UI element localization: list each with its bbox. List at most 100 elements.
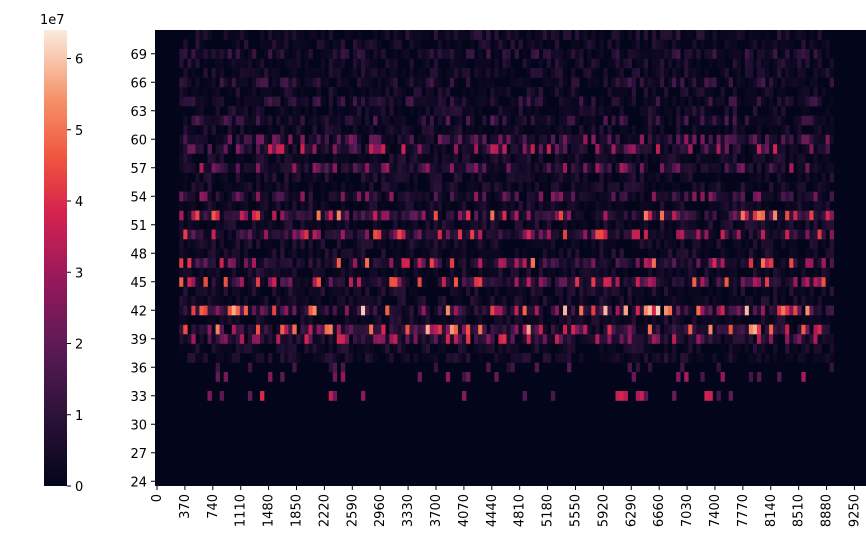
heatmap-cell [433, 334, 439, 344]
heatmap-cell [635, 362, 641, 373]
heatmap-cell [563, 277, 568, 287]
heatmap-cell [356, 248, 362, 259]
heatmap-cell [183, 277, 188, 287]
heatmap-cell [643, 201, 649, 211]
heatmap-cell [619, 30, 624, 40]
heatmap-cell [708, 49, 713, 59]
heatmap-cell [805, 210, 810, 221]
heatmap-cell [664, 68, 669, 78]
heatmap-cell [708, 201, 713, 211]
heatmap-cell [550, 334, 556, 344]
heatmap-cell [708, 229, 713, 240]
heatmap-cell [397, 134, 402, 145]
heatmap-cell [453, 305, 459, 316]
heatmap-cell [397, 30, 402, 40]
heatmap-cell [393, 77, 398, 88]
heatmap-cell [393, 334, 398, 344]
heatmap-cell [272, 30, 277, 40]
heatmap-cell [251, 106, 257, 116]
heatmap-cell [255, 315, 261, 325]
heatmap-cell [708, 106, 713, 116]
heatmap-cell [813, 315, 818, 325]
heatmap-cell [664, 286, 669, 297]
heatmap-cell [534, 315, 540, 325]
heatmap-cell [276, 58, 281, 69]
heatmap-cell [538, 58, 544, 69]
heatmap-cell [494, 163, 499, 173]
heatmap-cell [211, 68, 216, 78]
heatmap-cell [821, 39, 826, 50]
heatmap-cell [647, 286, 653, 297]
heatmap-cell [708, 153, 713, 164]
y-tick-label: 51 [130, 219, 147, 234]
heatmap-cell [498, 68, 503, 78]
heatmap-cell [696, 248, 701, 259]
heatmap-cell [203, 353, 208, 363]
heatmap-cell [316, 324, 321, 335]
heatmap-cell [211, 258, 216, 268]
heatmap-cell [264, 163, 269, 173]
heatmap-cell [441, 191, 447, 202]
y-tick-label: 66 [130, 76, 147, 91]
heatmap-cell [328, 172, 334, 183]
heatmap-cell [752, 201, 758, 211]
heatmap-cell [199, 258, 204, 268]
heatmap-cell [441, 87, 447, 97]
heatmap-cell [514, 49, 519, 59]
heatmap-cell [740, 182, 746, 192]
heatmap-cell [781, 58, 786, 69]
heatmap-cell [777, 267, 782, 278]
heatmap-cell [260, 68, 265, 78]
heatmap-cell [668, 77, 673, 88]
heatmap-cell [425, 144, 430, 154]
heatmap-cell [623, 144, 628, 154]
heatmap-cell [494, 125, 499, 135]
heatmap-cell [676, 191, 681, 202]
heatmap-cell [672, 334, 677, 344]
heatmap-cell [413, 277, 418, 287]
heatmap-cell [255, 343, 261, 354]
heatmap-cell [797, 191, 802, 202]
heatmap-cell [664, 353, 669, 363]
heatmap-cell [732, 296, 738, 306]
heatmap-cell [251, 115, 257, 126]
heatmap-cell [603, 144, 608, 154]
heatmap-cell [280, 229, 285, 240]
heatmap-cell [635, 391, 641, 401]
heatmap-cell [377, 153, 382, 164]
heatmap-cell [789, 39, 794, 50]
heatmap-cell [288, 30, 293, 40]
heatmap-cell [276, 134, 281, 145]
heatmap-cell [809, 210, 814, 221]
y-tick-label: 30 [130, 418, 147, 433]
heatmap-cell [534, 153, 540, 164]
heatmap-cell [417, 39, 422, 50]
heatmap-cell [692, 163, 697, 173]
heatmap-cell [704, 296, 709, 306]
heatmap-cell [692, 49, 697, 59]
heatmap-cell [207, 267, 212, 278]
heatmap-cell [825, 125, 830, 135]
heatmap-cell [659, 58, 665, 69]
heatmap-cell [542, 163, 548, 173]
heatmap-cell [522, 172, 527, 183]
heatmap-cell [332, 315, 338, 325]
heatmap-cell [340, 239, 346, 249]
heatmap-cell [704, 324, 709, 335]
heatmap-cell [328, 30, 334, 40]
heatmap-cell [247, 182, 253, 192]
heatmap-cell [401, 229, 406, 240]
heatmap-cell [558, 134, 564, 145]
heatmap-cell [821, 286, 826, 297]
heatmap-cell [179, 334, 184, 344]
heatmap-cell [716, 58, 721, 69]
heatmap-cell [457, 248, 463, 259]
heatmap-cell [583, 106, 588, 116]
heatmap-cell [518, 315, 523, 325]
heatmap-cell [268, 39, 273, 50]
heatmap-cell [571, 77, 576, 88]
heatmap-cell [579, 125, 584, 135]
heatmap-cell [405, 201, 410, 211]
heatmap-cell [805, 324, 810, 335]
heatmap-cell [280, 191, 285, 202]
